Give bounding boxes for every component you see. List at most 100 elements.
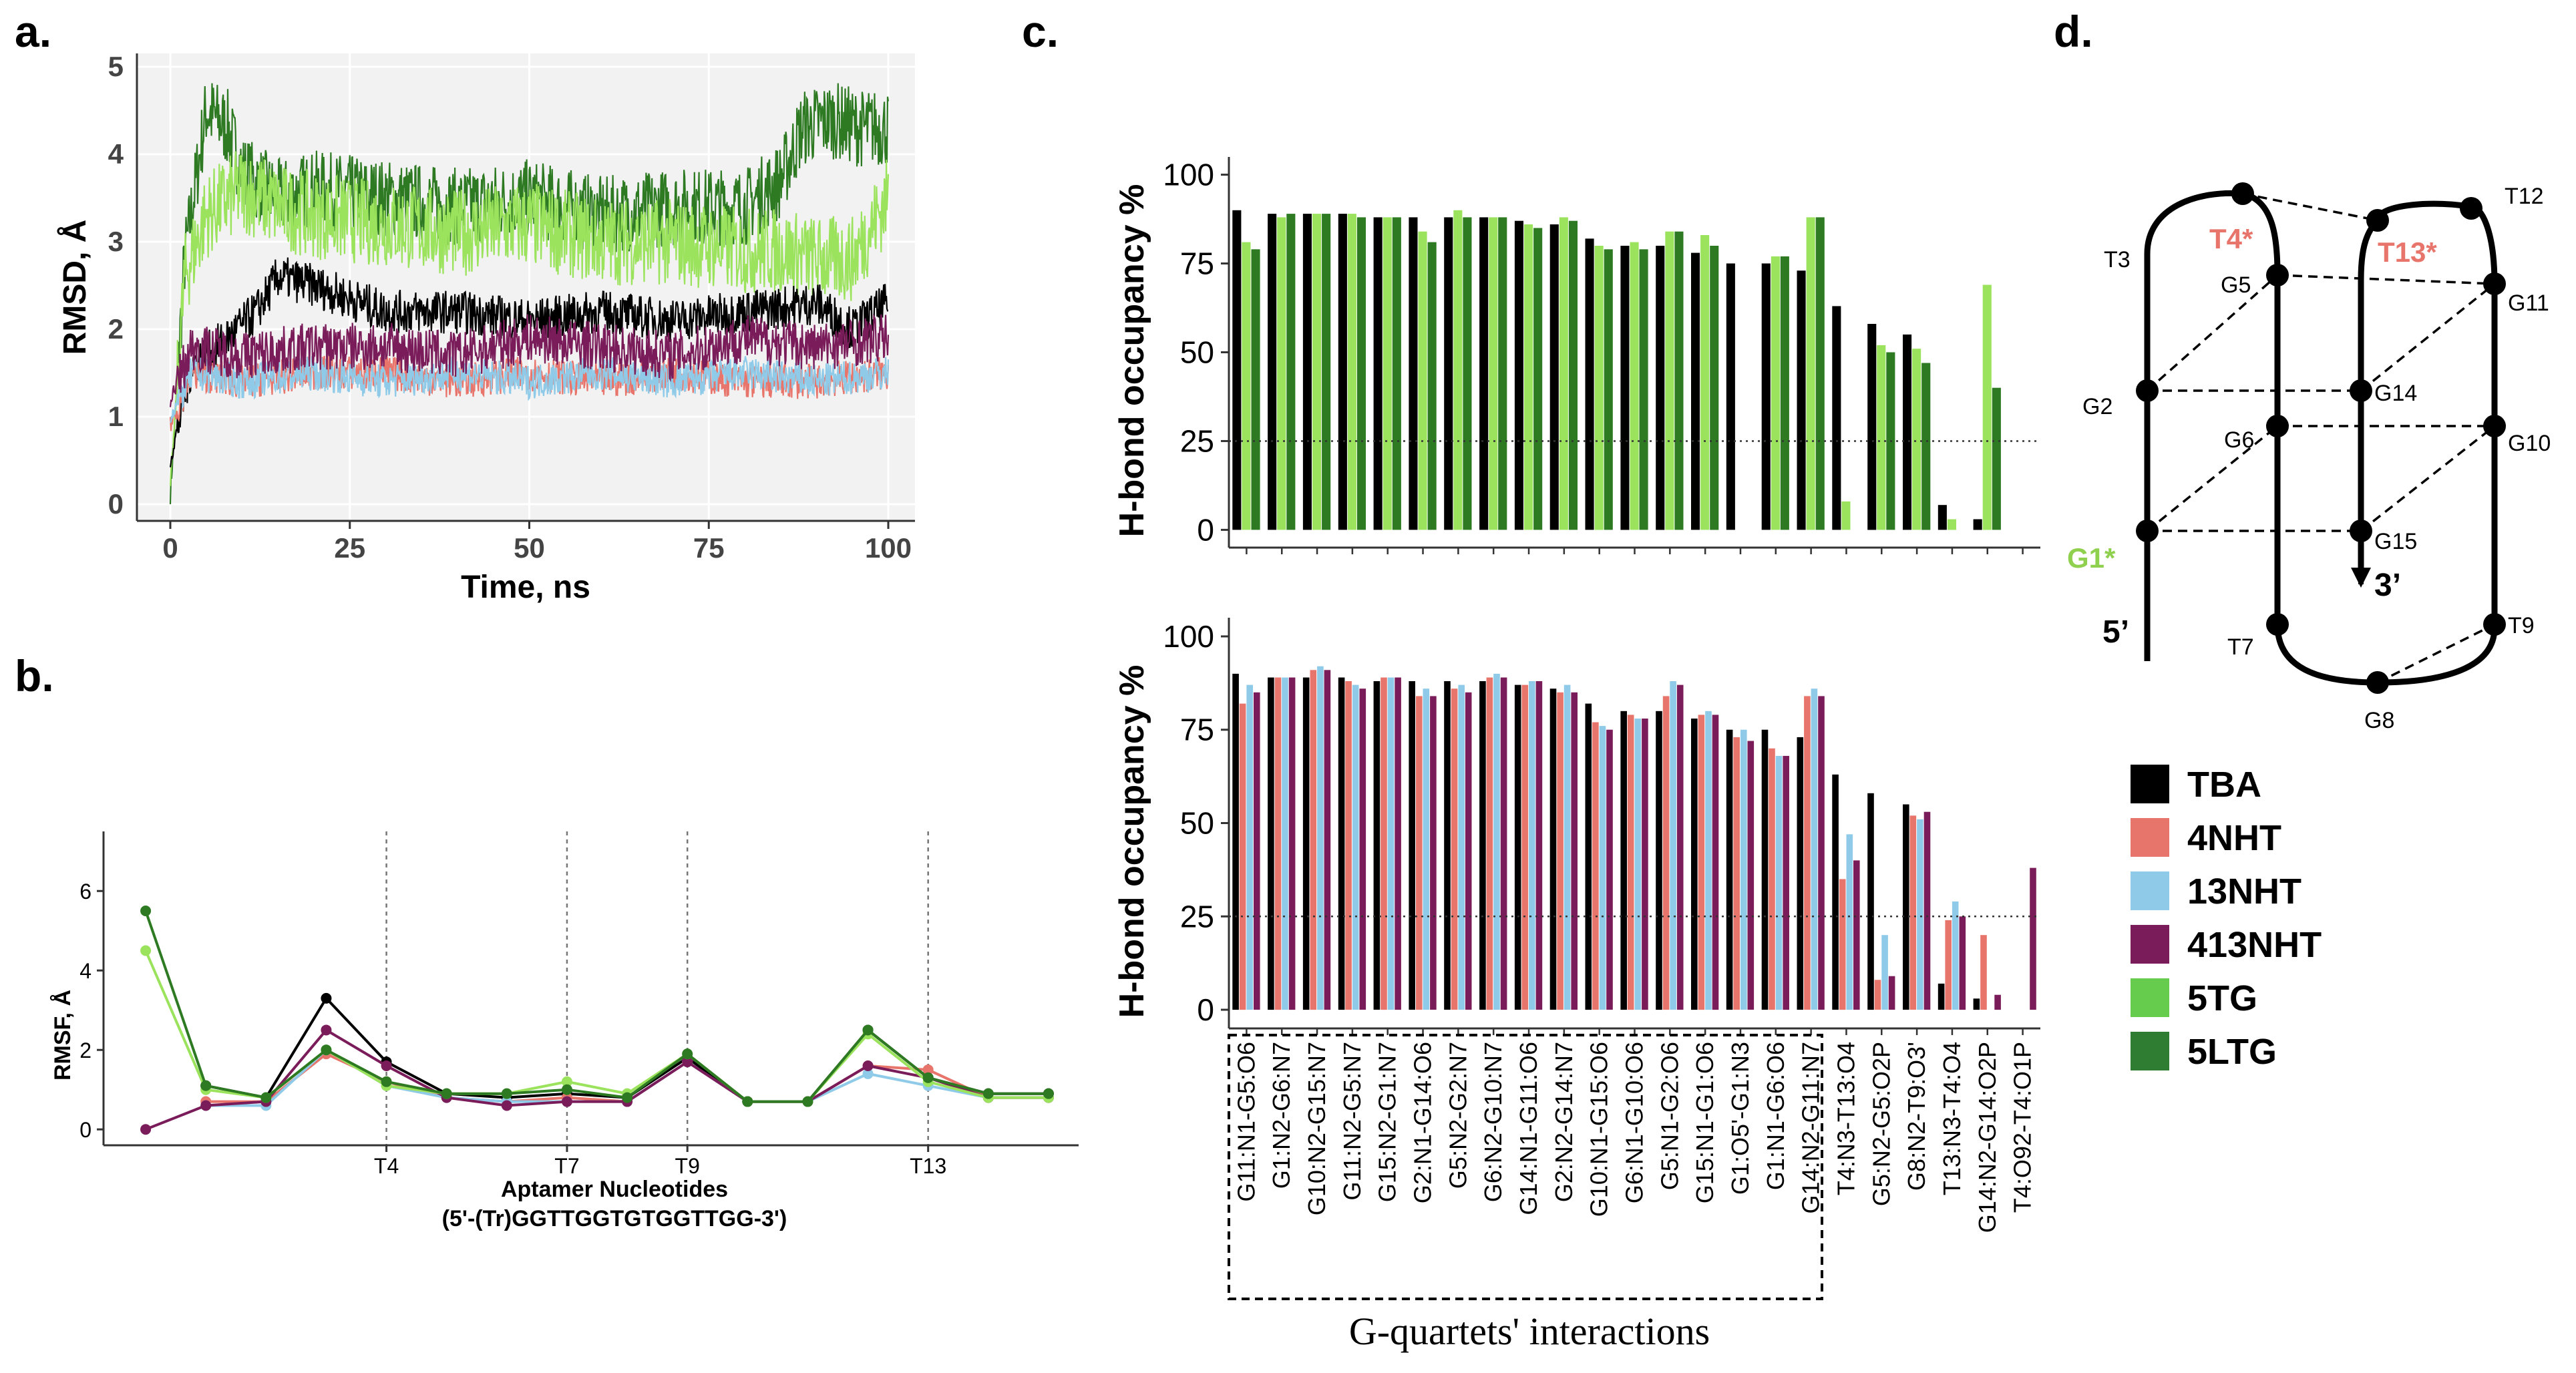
chart-a-series-TBA bbox=[169, 257, 889, 467]
label-g8: G8 bbox=[2364, 708, 2394, 733]
chart-c-top-bar-5LTG bbox=[1674, 231, 1684, 530]
chart-c-top-bar-5LTG bbox=[1568, 220, 1578, 530]
chart-c-bottom-bar-13NHT bbox=[1917, 819, 1923, 1010]
chart-b-point-5LTG bbox=[802, 1096, 813, 1107]
chart-a-series-5TG bbox=[169, 151, 890, 486]
chart-c-bottom-bar-TBA bbox=[1726, 729, 1733, 1010]
chart-a-ylabel: RMSD, Å bbox=[57, 220, 93, 355]
legend-label-13NHT: 13NHT bbox=[2187, 871, 2302, 912]
chart-b-point-5LTG bbox=[441, 1088, 452, 1099]
chart-c-bottom-bar-413NHT bbox=[1500, 677, 1507, 1010]
legend-label-4NHT: 4NHT bbox=[2187, 818, 2281, 858]
chart-c-bottom-ytick: 100 bbox=[1163, 619, 1214, 654]
chart-c-bottom-bar-413NHT bbox=[1254, 692, 1260, 1010]
panel-label-c: c. bbox=[1022, 7, 1059, 56]
chart-c-bottom-bar-13NHT bbox=[1246, 684, 1253, 1010]
chart-b-point-413NHT bbox=[561, 1096, 572, 1107]
node-t4 bbox=[2231, 182, 2254, 205]
chart-c-top-bar-TBA bbox=[1514, 220, 1523, 530]
chart-b-point-5LTG bbox=[742, 1096, 753, 1107]
chart-c-bottom-bar-TBA bbox=[1302, 677, 1310, 1010]
chart-c-bottom-bar-13NHT bbox=[1634, 719, 1642, 1010]
chart-c-bottom-bar-TBA bbox=[1373, 681, 1381, 1010]
chart-c-top-bar-TBA bbox=[1903, 334, 1912, 530]
chart-c-top-bar-5TG bbox=[1947, 519, 1956, 530]
chart-c-bottom-bar-413NHT bbox=[1818, 696, 1825, 1010]
node-g15 bbox=[2350, 520, 2372, 542]
chart-c-xtick-label: G15:N2-G1:N7 bbox=[1374, 1042, 1401, 1202]
chart-c-xtick-label: G1:N1-G6:O6 bbox=[1762, 1042, 1789, 1190]
chart-c-top-bar-5TG bbox=[1418, 231, 1427, 530]
chart-c-top-bar-TBA bbox=[1409, 217, 1418, 530]
chart-b-xlabel: Aptamer Nucleotides bbox=[501, 1177, 728, 1202]
chart-c-bottom-bar-4NHT bbox=[1874, 980, 1881, 1010]
label-g6: G6 bbox=[2224, 427, 2254, 453]
chart-b-point-5LTG bbox=[321, 1044, 332, 1056]
chart-c-bottom-bar-4NHT bbox=[1804, 696, 1811, 1010]
chart-c-bottom-bar-TBA bbox=[1656, 711, 1662, 1010]
chart-c-top-bar-5TG bbox=[1242, 242, 1251, 530]
chart-c-xtick-label: G10:N2-G15:N7 bbox=[1303, 1042, 1330, 1215]
chart-b-point-5LTG bbox=[982, 1088, 994, 1099]
chart-b-point-5TG bbox=[140, 945, 152, 956]
chart-c-bottom-bar-TBA bbox=[1797, 737, 1804, 1010]
chart-c-top-bar-TBA bbox=[1832, 306, 1841, 530]
chart-c-top-bar-TBA bbox=[1585, 238, 1594, 530]
chart-c-bottom-bar-413NHT bbox=[1888, 976, 1895, 1010]
chart-c-xtick-label: G14:N2-G11:N7 bbox=[1797, 1042, 1825, 1213]
label-g2: G2 bbox=[2082, 394, 2112, 419]
chart-a-xtick: 50 bbox=[514, 532, 545, 564]
chart-c-top-bar-TBA bbox=[1232, 210, 1242, 530]
chart-c-bottom-bar-413NHT bbox=[1359, 689, 1366, 1010]
chart-c-top-bar-5TG bbox=[1383, 217, 1392, 530]
chart-b-point-413NHT bbox=[140, 1124, 152, 1135]
chart-b-point-5LTG bbox=[862, 1024, 874, 1036]
chart-c-xtick-label: G5:N2-G5:O2P bbox=[1867, 1042, 1895, 1206]
label-t9: T9 bbox=[2508, 613, 2535, 638]
chart-c-bottom-bar-4NHT bbox=[1521, 684, 1529, 1010]
chart-c-bottom-bar-413NHT bbox=[1395, 677, 1401, 1010]
panel-label-a: a. bbox=[15, 7, 51, 56]
chart-c-bottom-bar-13NHT bbox=[1811, 689, 1818, 1010]
chart-c-bottom-bar-13NHT bbox=[1493, 673, 1500, 1010]
label-t13: T13* bbox=[2378, 236, 2437, 268]
node-t7 bbox=[2266, 613, 2289, 636]
chart-c-top-bar-TBA bbox=[1691, 252, 1700, 530]
chart-c-xlabel: G-quartets' interactions bbox=[1349, 1310, 1710, 1353]
chart-c-xtick-label: G5:N2-G2:N7 bbox=[1444, 1042, 1471, 1189]
chart-c-bottom-bar-13NHT bbox=[1352, 684, 1359, 1010]
node-g14 bbox=[2350, 379, 2372, 402]
chart-b-ytick: 0 bbox=[79, 1118, 91, 1142]
chart-c-bottom-bar-TBA bbox=[1232, 673, 1239, 1010]
chart-c-top-bar-TBA bbox=[1302, 214, 1312, 530]
legend-swatch-TBA bbox=[2131, 765, 2169, 803]
chart-c-bottom-bar-4NHT bbox=[1310, 670, 1317, 1010]
chart-c-top-bar-5LTG bbox=[1286, 214, 1296, 530]
chart-c-top-bar-5LTG bbox=[1992, 387, 2001, 530]
panel-label-d: d. bbox=[2054, 7, 2093, 56]
legend-swatch-4NHT bbox=[2131, 818, 2169, 857]
chart-c-bottom-ylabel: H-bond occupancy % bbox=[1113, 665, 1151, 1018]
chart-b-point-5LTG bbox=[140, 905, 152, 916]
chart-b-point-413NHT bbox=[321, 1024, 332, 1036]
chart-c-bottom-bar-13NHT bbox=[1670, 681, 1676, 1010]
legend-swatch-5LTG bbox=[2131, 1032, 2169, 1070]
legend-swatch-13NHT bbox=[2131, 871, 2169, 910]
chart-b-point-TBA bbox=[321, 992, 332, 1004]
chart-c-bottom-bar-4NHT bbox=[1486, 677, 1493, 1010]
label-g14: G14 bbox=[2374, 381, 2417, 406]
chart-c-top-bar-5LTG bbox=[1251, 249, 1260, 530]
chart-c-bottom-bar-4NHT bbox=[1239, 703, 1246, 1010]
chart-c-top-bar-5TG bbox=[1806, 217, 1815, 530]
chart-c-bottom-bar-4NHT bbox=[1945, 920, 1952, 1010]
backbone bbox=[2144, 190, 2498, 686]
chart-c-top-bar-TBA bbox=[1797, 270, 1806, 530]
hbond-links bbox=[2146, 192, 2496, 684]
chart-c-top-bar-5TG bbox=[1630, 242, 1639, 530]
chart-b-point-413NHT bbox=[862, 1060, 874, 1072]
g-quartet-box bbox=[1228, 1034, 1823, 1300]
chart-c-bottom-bar-4NHT bbox=[1627, 715, 1634, 1010]
chart-c-top-bar-5LTG bbox=[1815, 217, 1825, 530]
chart-c-bottom-bar-13NHT bbox=[1387, 677, 1395, 1010]
chart-b-ytick: 2 bbox=[79, 1038, 91, 1062]
